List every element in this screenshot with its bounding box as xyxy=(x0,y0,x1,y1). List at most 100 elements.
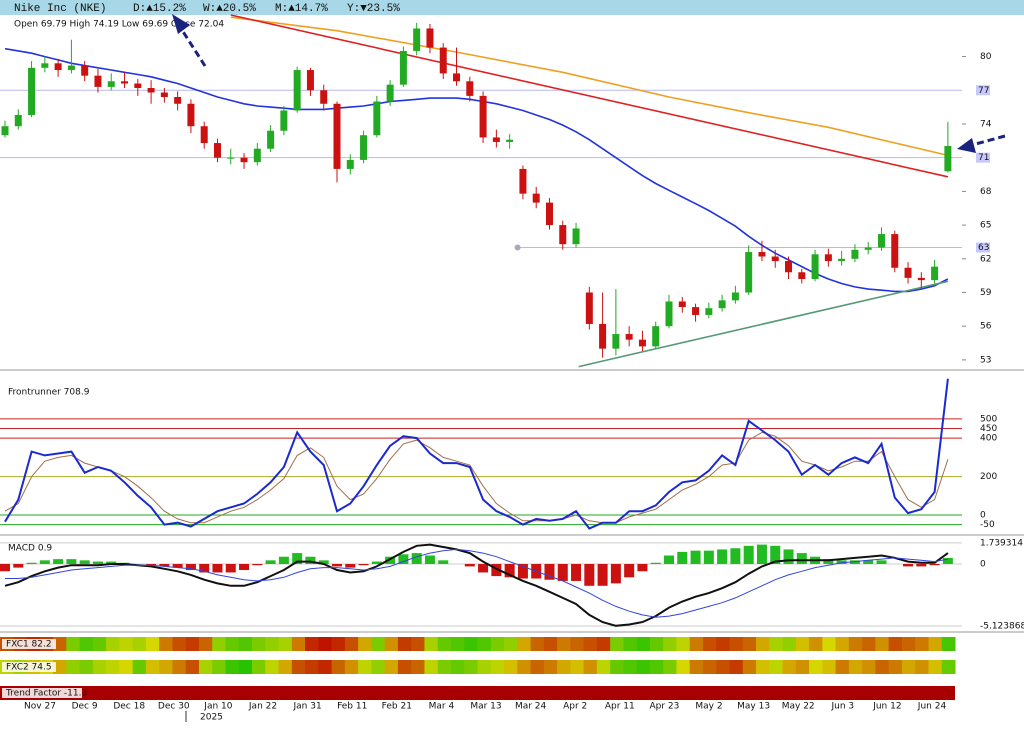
strip-label: Trend Factor -11.3 xyxy=(5,689,87,699)
line-series xyxy=(230,16,949,157)
histogram-bar xyxy=(438,560,449,564)
heat-cell xyxy=(371,660,386,674)
histogram-bar xyxy=(677,551,688,564)
candle-body xyxy=(54,63,62,71)
heat-cell xyxy=(252,637,266,651)
heat-cell xyxy=(411,637,425,651)
candle-body xyxy=(213,143,221,158)
x-tick-label: Feb 21 xyxy=(382,702,412,712)
line-series xyxy=(5,548,948,618)
heat-cell xyxy=(278,637,293,651)
candle-body xyxy=(373,101,381,136)
candle-body xyxy=(107,81,115,87)
histogram-bar xyxy=(53,559,64,564)
candle-body xyxy=(559,225,567,245)
histogram-bar xyxy=(265,560,276,564)
candle-body xyxy=(1,126,9,136)
heat-cell xyxy=(649,637,664,651)
heat-cell xyxy=(305,660,319,674)
x-tick-label: Jun 24 xyxy=(917,702,947,712)
x-tick-label: Dec 18 xyxy=(113,702,145,712)
candle-body xyxy=(771,256,779,262)
heat-cell xyxy=(649,660,664,674)
level-anchor xyxy=(514,244,521,251)
histogram-bar xyxy=(544,563,555,580)
candle-body xyxy=(240,157,248,163)
x-tick-label: Apr 23 xyxy=(649,702,679,712)
heat-cell xyxy=(79,660,94,674)
heat-cell xyxy=(397,637,412,651)
x-tick-label: Dec 9 xyxy=(72,702,98,712)
y-tick-label: -5.123868 xyxy=(980,622,1024,632)
candle-body xyxy=(638,339,646,347)
histogram-bar xyxy=(637,563,648,572)
heat-cell xyxy=(504,637,518,651)
histogram-bar xyxy=(225,563,236,573)
candle-body xyxy=(824,254,832,262)
strip-label-bg xyxy=(2,688,82,698)
heat-cell xyxy=(92,660,107,674)
heat-cell xyxy=(384,660,399,674)
heat-cell xyxy=(424,637,439,651)
candle-body xyxy=(745,252,753,293)
x-tick-label: Nov 27 xyxy=(24,702,56,712)
candle-body xyxy=(453,73,461,82)
candle-body xyxy=(917,277,925,281)
heat-cell xyxy=(106,660,120,674)
year-label: 2025 xyxy=(200,713,223,723)
candle-body xyxy=(187,103,195,127)
histogram-bar xyxy=(770,545,781,564)
candle-body xyxy=(692,307,700,315)
candle-body xyxy=(864,247,872,250)
heat-cell xyxy=(716,637,731,651)
heat-cell xyxy=(185,660,200,674)
heat-cell xyxy=(517,637,532,651)
candle-body xyxy=(798,272,806,280)
heat-cell xyxy=(397,660,412,674)
heat-cell xyxy=(756,660,770,674)
histogram-bar xyxy=(690,550,701,564)
heat-cell xyxy=(119,637,134,651)
y-tick-label: 0 xyxy=(980,559,986,569)
heat-cell xyxy=(477,660,492,674)
histogram-bar xyxy=(212,563,223,573)
heat-cell xyxy=(570,660,585,674)
level-label: 77 xyxy=(978,86,989,96)
x-tick-label: Jun 12 xyxy=(872,702,901,712)
heat-cell xyxy=(198,637,213,651)
heat-cell xyxy=(875,637,890,651)
y-tick-label: 80 xyxy=(980,52,992,62)
heat-cell xyxy=(769,637,784,651)
x-tick-label: Jun 3 xyxy=(830,702,854,712)
histogram-bar xyxy=(571,563,582,581)
heat-cell xyxy=(782,637,797,651)
line-series xyxy=(4,431,949,524)
x-tick-label: Jan 22 xyxy=(248,702,277,712)
heat-cell xyxy=(941,660,956,674)
heat-cell xyxy=(92,637,107,651)
histogram-bar xyxy=(305,556,316,564)
heat-cell xyxy=(848,660,863,674)
x-tick-label: May 13 xyxy=(737,702,770,712)
histogram-bar xyxy=(717,549,728,564)
annotations xyxy=(172,14,1006,153)
histogram-bar xyxy=(942,557,953,564)
histogram-bar xyxy=(783,549,794,564)
line-series xyxy=(230,14,949,178)
heat-cell xyxy=(159,637,173,651)
histogram-bar xyxy=(385,556,396,564)
heat-cell xyxy=(716,660,731,674)
candle-body xyxy=(904,267,912,278)
heat-cell xyxy=(795,637,810,651)
heat-cell xyxy=(66,660,81,674)
candle-body xyxy=(147,88,155,93)
candle-body xyxy=(625,334,633,340)
arrow-head xyxy=(172,14,190,34)
candle-body xyxy=(94,75,102,87)
histogram-bar xyxy=(292,553,303,564)
heat-cell xyxy=(358,660,372,674)
heat-cell xyxy=(53,637,67,651)
candle-body xyxy=(785,261,793,273)
candle-body xyxy=(877,234,885,248)
heat-cell xyxy=(729,660,744,674)
